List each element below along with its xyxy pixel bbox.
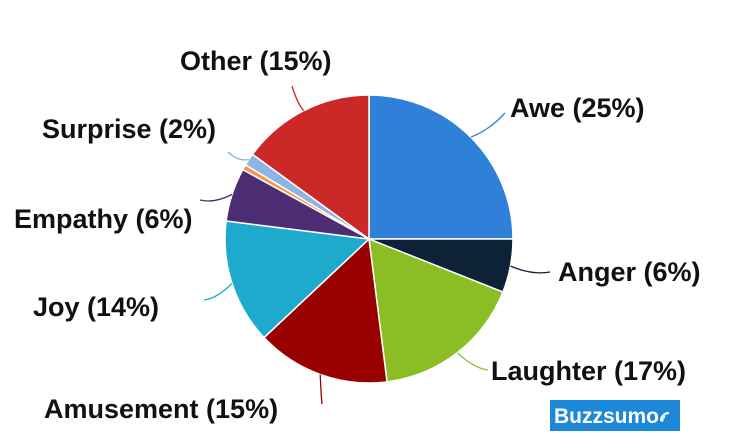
label-laughter: Laughter (17%) [491,356,686,386]
leader-line-joy [203,283,233,301]
leader-line-surprise [227,151,250,161]
leader-line-other [291,85,305,112]
label-other: Other (15%) [180,46,332,76]
label-empathy: Empathy (6%) [14,204,193,234]
pie-slices [224,94,514,384]
leader-line-awe [470,112,506,138]
pie-slice-awe [368,94,514,240]
label-leader-lines [199,85,551,405]
buzzsumo-logo: Buzzsumo [550,400,680,431]
label-joy: Joy (14%) [33,292,159,322]
buzzsumo-logo-text: Buzzsumo [554,405,659,428]
label-awe: Awe (25%) [510,93,645,123]
pie-slice-joy [224,220,371,339]
leader-line-laughter [456,352,489,371]
label-amusement: Amusement (15%) [44,394,278,424]
label-surprise: Surprise (2%) [42,114,216,144]
pie-slice-other [251,94,370,241]
rss-wave-icon [659,411,670,422]
leader-line-empathy [199,193,233,202]
leader-line-anger [510,265,551,274]
label-anger: Anger (6%) [558,257,701,287]
pie-slice-amusement [262,237,388,384]
leader-line-amusement [319,374,323,405]
pie-slice-laughter [368,237,504,383]
